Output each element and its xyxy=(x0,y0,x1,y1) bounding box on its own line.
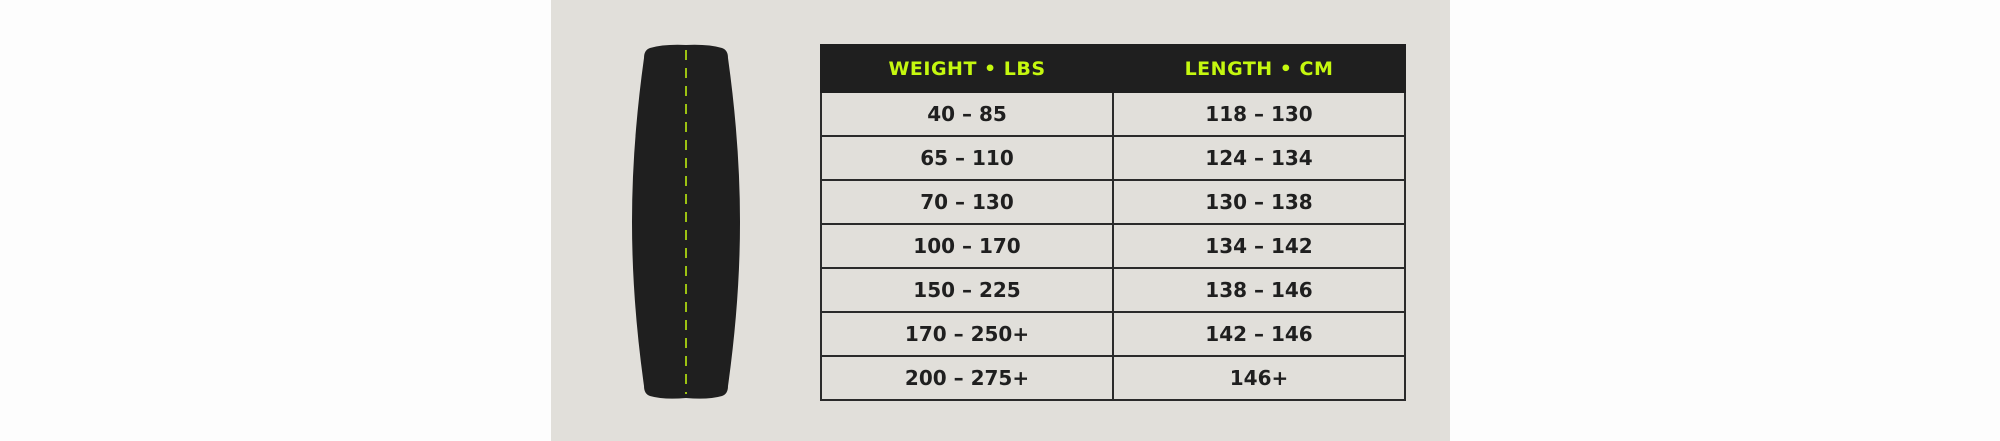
table-row: 70 – 130 130 – 138 xyxy=(820,179,1406,225)
table-row: 100 – 170 134 – 142 xyxy=(820,223,1406,269)
header-weight: WEIGHT • LBS xyxy=(820,44,1114,93)
weight-cell: 170 – 250+ xyxy=(820,311,1114,357)
length-cell: 146+ xyxy=(1112,355,1406,401)
table-row: 40 – 85 118 – 130 xyxy=(820,91,1406,137)
weight-cell: 70 – 130 xyxy=(820,179,1114,225)
weight-cell: 100 – 170 xyxy=(820,223,1114,269)
table-row: 65 – 110 124 – 134 xyxy=(820,135,1406,181)
wakeboard-icon xyxy=(632,44,740,399)
size-chart-table: WEIGHT • LBS LENGTH • CM 40 – 85 118 – 13… xyxy=(820,44,1406,401)
weight-cell: 65 – 110 xyxy=(820,135,1114,181)
length-cell: 142 – 146 xyxy=(1112,311,1406,357)
table-header-row: WEIGHT • LBS LENGTH • CM xyxy=(820,44,1406,93)
weight-cell: 40 – 85 xyxy=(820,91,1114,137)
length-cell: 124 – 134 xyxy=(1112,135,1406,181)
length-cell: 138 – 146 xyxy=(1112,267,1406,313)
length-cell: 130 – 138 xyxy=(1112,179,1406,225)
length-cell: 118 – 130 xyxy=(1112,91,1406,137)
table-row: 150 – 225 138 – 146 xyxy=(820,267,1406,313)
header-length: LENGTH • CM xyxy=(1112,44,1406,93)
table-row: 170 – 250+ 142 – 146 xyxy=(820,311,1406,357)
weight-cell: 150 – 225 xyxy=(820,267,1114,313)
length-cell: 134 – 142 xyxy=(1112,223,1406,269)
weight-cell: 200 – 275+ xyxy=(820,355,1114,401)
table-row: 200 – 275+ 146+ xyxy=(820,355,1406,401)
